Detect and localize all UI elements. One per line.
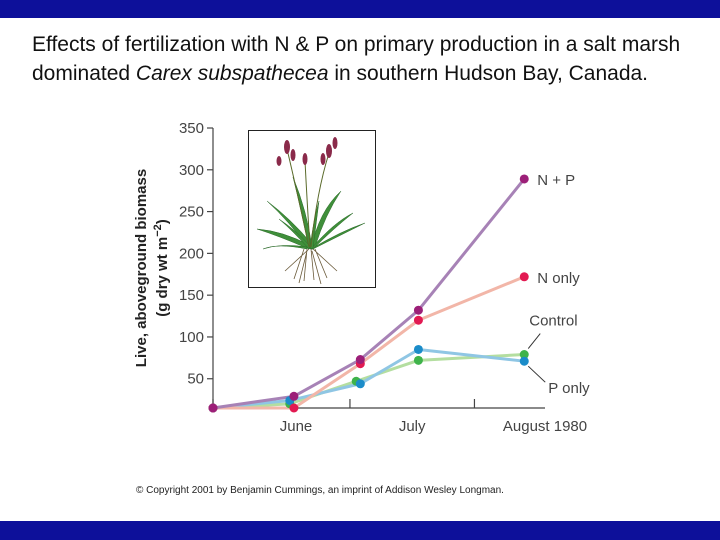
series-label-n-only: N only bbox=[537, 270, 580, 287]
y-tick-label: 150 bbox=[179, 287, 204, 304]
carex-plant-drawing bbox=[256, 137, 366, 285]
y-axis-title-superscript: −2 bbox=[152, 224, 164, 237]
y-tick-label: 50 bbox=[187, 371, 204, 388]
data-point-n-p bbox=[355, 355, 365, 365]
plant-leaves bbox=[256, 176, 366, 250]
carex-plant-illustration bbox=[248, 130, 376, 288]
y-axis-title-line1: Live, aboveground biomass bbox=[133, 169, 150, 367]
x-category-label: August 1980 bbox=[503, 418, 587, 435]
series-label-control: Control bbox=[529, 313, 577, 330]
data-point-p-only bbox=[519, 356, 529, 366]
data-point-control bbox=[519, 350, 529, 360]
data-point-control bbox=[413, 355, 423, 365]
bottom-color-band bbox=[0, 521, 720, 540]
series-line-n-only bbox=[213, 275, 525, 410]
data-point-n-p bbox=[208, 403, 218, 413]
plant-stems bbox=[286, 148, 330, 248]
copyright-notice: © Copyright 2001 by Benjamin Cummings, a… bbox=[136, 485, 504, 496]
data-point-n-only bbox=[289, 403, 299, 413]
data-point-n-p bbox=[519, 174, 529, 184]
slide-title: Effects of fertilization with N & P on p… bbox=[32, 30, 702, 88]
title-species-name: Carex subspathecea bbox=[135, 62, 329, 85]
series-label-n-p: N + P bbox=[537, 172, 575, 189]
y-axis-title-unit: (g dry wt m bbox=[154, 237, 171, 317]
series-label-p-only: P only bbox=[548, 380, 590, 397]
y-tick-label: 100 bbox=[179, 329, 204, 346]
data-point-n-only bbox=[519, 272, 529, 282]
x-category-label: June bbox=[280, 418, 313, 435]
data-point-p-only bbox=[413, 344, 423, 354]
data-point-p-only bbox=[355, 379, 365, 389]
y-axis-title-line2: (g dry wt m−2) bbox=[152, 219, 171, 317]
data-point-n-only bbox=[413, 315, 423, 325]
title-text-part1: Effects of fertilization with N & P on p… bbox=[32, 33, 681, 85]
y-tick-label: 250 bbox=[179, 204, 204, 221]
data-point-n-p bbox=[413, 305, 423, 315]
title-text-part2: in southern Hudson Bay, Canada. bbox=[328, 62, 649, 85]
y-tick-label: 300 bbox=[179, 162, 204, 179]
y-tick-label: 200 bbox=[179, 245, 204, 262]
data-point-n-p bbox=[289, 391, 299, 401]
p-only-label-leader bbox=[527, 365, 546, 383]
x-category-label: July bbox=[399, 418, 426, 435]
top-color-band bbox=[0, 0, 720, 18]
control-label-leader bbox=[527, 333, 541, 349]
plant-flower-spikes bbox=[276, 137, 338, 166]
y-tick-label: 350 bbox=[179, 120, 204, 137]
y-axis-title-close: ) bbox=[154, 219, 171, 224]
plant-roots bbox=[284, 248, 338, 285]
